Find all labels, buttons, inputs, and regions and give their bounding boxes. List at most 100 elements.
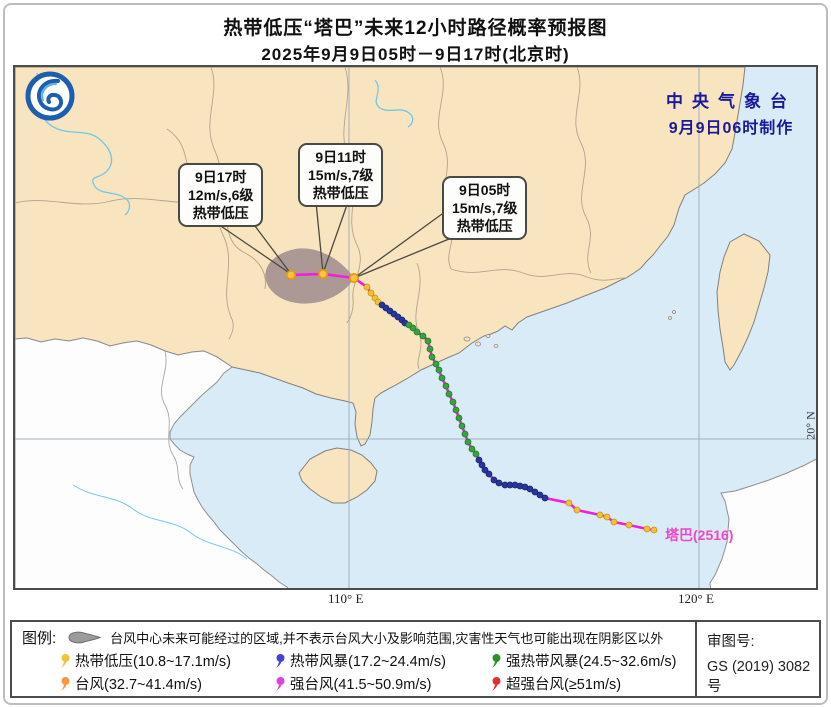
- track-point-sts: [438, 374, 446, 382]
- callout-time: 9日05时: [459, 182, 511, 198]
- forecast-point: [285, 270, 296, 281]
- track-point-sts: [409, 324, 417, 332]
- track-point-sts: [413, 328, 421, 336]
- forecast-map: 中央气象台 9月9日06时制作 9日17时 12m/s,6级 热带低压 9日11…: [13, 65, 818, 590]
- callout-time: 9日17时: [195, 169, 247, 185]
- track-point-td: [596, 511, 604, 519]
- legend-item-label: 热带低压(10.8~17.1m/s): [75, 654, 231, 670]
- typhoon-track-layer: [285, 269, 658, 534]
- track-point-td: [650, 526, 658, 534]
- map-canvas: [15, 67, 816, 588]
- legend-item-label: 强台风(41.5~50.9m/s): [290, 677, 432, 693]
- legend-area-description: 台风中心未来可能经过的区域,并不表示台风大小及影响范围,灾害性天气也可能出现在阴…: [110, 631, 664, 646]
- track-point-sts: [458, 422, 466, 430]
- track-point-td: [643, 525, 651, 533]
- axis-label-20n: 20° N: [803, 411, 818, 440]
- track-point-sts: [464, 438, 472, 446]
- axis-label-120e: 120° E: [678, 591, 714, 606]
- track-point-sts: [445, 390, 453, 398]
- rivers: [36, 72, 414, 560]
- foreign-landmass-luzon: [709, 458, 816, 588]
- callout-05h: 9日05时 15m/s,7级 热带低压: [442, 176, 528, 240]
- legend-panel: 图例: 台风中心未来可能经过的区域,并不表示台风大小及影响范围,灾害性天气也可能…: [10, 620, 821, 698]
- callout-wind: 12m/s,6级: [188, 187, 254, 203]
- typhoon-marker-icon: [492, 676, 501, 691]
- track-point-td: [603, 513, 611, 521]
- callout-11h: 9日11时 15m/s,7级 热带低压: [298, 143, 384, 207]
- callout-pointer-lines: [211, 201, 450, 279]
- storm-name-label: 塔巴(2516): [665, 527, 734, 543]
- track-point-sts: [455, 414, 463, 422]
- agency-block: 中央气象台 9月9日06时制作: [645, 87, 816, 138]
- forecast-point: [348, 273, 359, 284]
- page-subtitle-daterange: 2025年9月9日05时－9日17时(北京时): [261, 45, 570, 64]
- province-borders: [15, 67, 628, 490]
- taiwan-island: [716, 233, 771, 371]
- callout-wind: 15m/s,7级: [308, 167, 374, 183]
- legend-item-ts: 热带风暴(17.2~24.4m/s): [275, 650, 491, 671]
- track-point-sts: [442, 382, 450, 390]
- track-point-sts: [449, 398, 457, 406]
- track-point-ts: [531, 488, 539, 496]
- track-point-ts: [485, 470, 493, 478]
- legend-item-label: 超强台风(≥51m/s): [506, 677, 622, 693]
- callout-category: 热带低压: [312, 185, 369, 201]
- legend-item-label: 强热带风暴(24.5~32.6m/s): [506, 654, 677, 670]
- legend-title: 图例:: [22, 630, 57, 647]
- track-point-td: [565, 499, 573, 507]
- typhoon-marker-icon: [61, 676, 70, 691]
- track-point-ts: [541, 494, 549, 502]
- track-point-sts: [428, 353, 436, 361]
- probability-area-icon: [68, 631, 102, 644]
- track-point-ts: [478, 461, 486, 469]
- track-point-td: [625, 521, 633, 529]
- track-point-ts: [536, 491, 544, 499]
- legend-item-sty: 强台风(41.5~50.9m/s): [275, 673, 491, 694]
- callout-time: 9日11时: [315, 149, 366, 165]
- track-point-td: [363, 283, 371, 291]
- track-point-sts: [424, 337, 432, 345]
- typhoon-marker-icon: [61, 653, 70, 668]
- track-point-td: [367, 289, 375, 297]
- track-point-td: [610, 518, 618, 526]
- legend-item-label: 热带风暴(17.2~24.4m/s): [290, 654, 446, 670]
- track-point-ts: [490, 476, 498, 484]
- legend-main: 图例: 台风中心未来可能经过的区域,并不表示台风大小及影响范围,灾害性天气也可能…: [12, 622, 695, 696]
- agency-name: 中央气象台: [666, 92, 796, 111]
- foreign-landmass-indochina: [15, 337, 289, 588]
- callout-wind: 15m/s,7级: [452, 200, 518, 216]
- probability-area: [265, 248, 354, 304]
- track-point-sts: [435, 366, 443, 374]
- legend-item-ty: 台风(32.7~41.4m/s): [60, 673, 275, 694]
- agency-issue-time: 9月9日06时制作: [668, 120, 794, 137]
- track-point-ts: [526, 485, 534, 493]
- typhoon-marker-icon: [492, 653, 501, 668]
- hainan-island: [298, 447, 378, 504]
- track-point-sts: [452, 406, 460, 414]
- page-title: 热带低压“塔巴”未来12小时路径概率预报图: [223, 18, 608, 39]
- track-point-td: [573, 506, 581, 514]
- track-point-sts: [432, 360, 440, 368]
- legend-item-super-ty: 超强台风(≥51m/s): [491, 673, 676, 694]
- legend-item-sts: 强热带风暴(24.5~32.6m/s): [491, 650, 676, 671]
- track-point-ts: [481, 466, 489, 474]
- cma-logo-icon: [25, 71, 75, 121]
- axis-label-110e: 110° E: [328, 591, 364, 606]
- track-point-sts: [419, 332, 427, 340]
- license-title: 审图号:: [707, 634, 755, 650]
- map-license-box: 审图号: GS (2019) 3082号: [695, 622, 819, 696]
- track-point-ts: [475, 456, 483, 464]
- legend-item-td: 热带低压(10.8~17.1m/s): [60, 650, 275, 671]
- legend-items: 热带低压(10.8~17.1m/s) 热带风暴(17.2~24.4m/s) 强热…: [60, 649, 676, 695]
- track-point-sts: [472, 450, 480, 458]
- small-islands: [463, 310, 676, 348]
- track-point-sts: [461, 430, 469, 438]
- license-number: GS (2019) 3082号: [707, 659, 811, 695]
- legend-item-label: 台风(32.7~41.4m/s): [75, 677, 202, 693]
- callout-17h: 9日17时 12m/s,6级 热带低压: [178, 163, 264, 227]
- typhoon-marker-icon: [276, 676, 285, 691]
- typhoon-marker-icon: [276, 653, 285, 668]
- track-point-sts: [468, 445, 476, 453]
- callout-category: 热带低压: [456, 218, 513, 234]
- track-point-sts: [426, 345, 434, 353]
